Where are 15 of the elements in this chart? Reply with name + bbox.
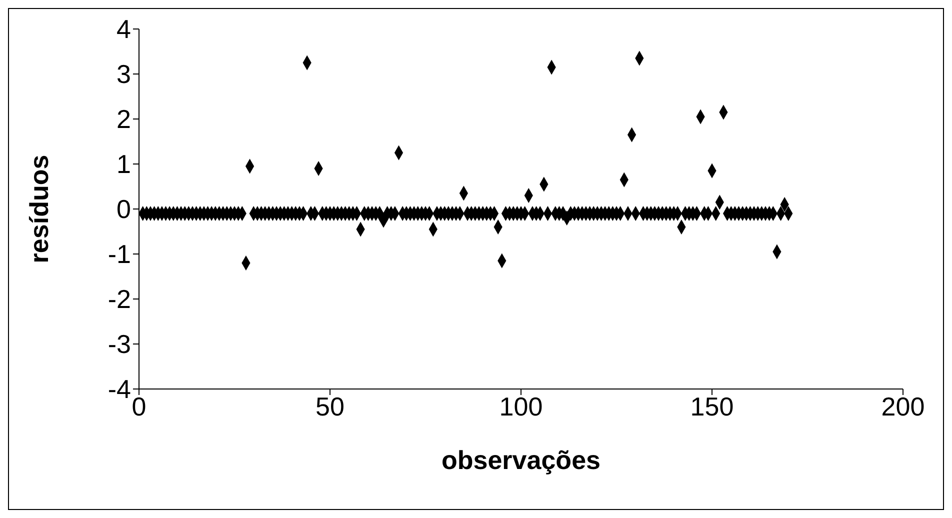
y-tick-label: 3	[116, 59, 131, 90]
x-tick-label: 50	[316, 391, 344, 422]
y-tick-label: -2	[108, 284, 131, 314]
y-axis-title: resíduos	[24, 154, 54, 264]
x-tick-label: 100	[499, 391, 543, 422]
y-tick-label: -4	[108, 374, 131, 404]
y-tick-label: 2	[116, 104, 131, 134]
y-tick-label: 4	[116, 14, 131, 44]
x-tick-label: 150	[690, 391, 734, 422]
x-axis-title: observações	[442, 445, 600, 475]
x-tick-label: 200	[881, 391, 925, 422]
y-tick-label: -3	[108, 329, 131, 360]
y-tick-label: 0	[116, 194, 131, 224]
y-tick-label: -1	[108, 239, 131, 270]
y-tick-label: 1	[116, 149, 131, 180]
